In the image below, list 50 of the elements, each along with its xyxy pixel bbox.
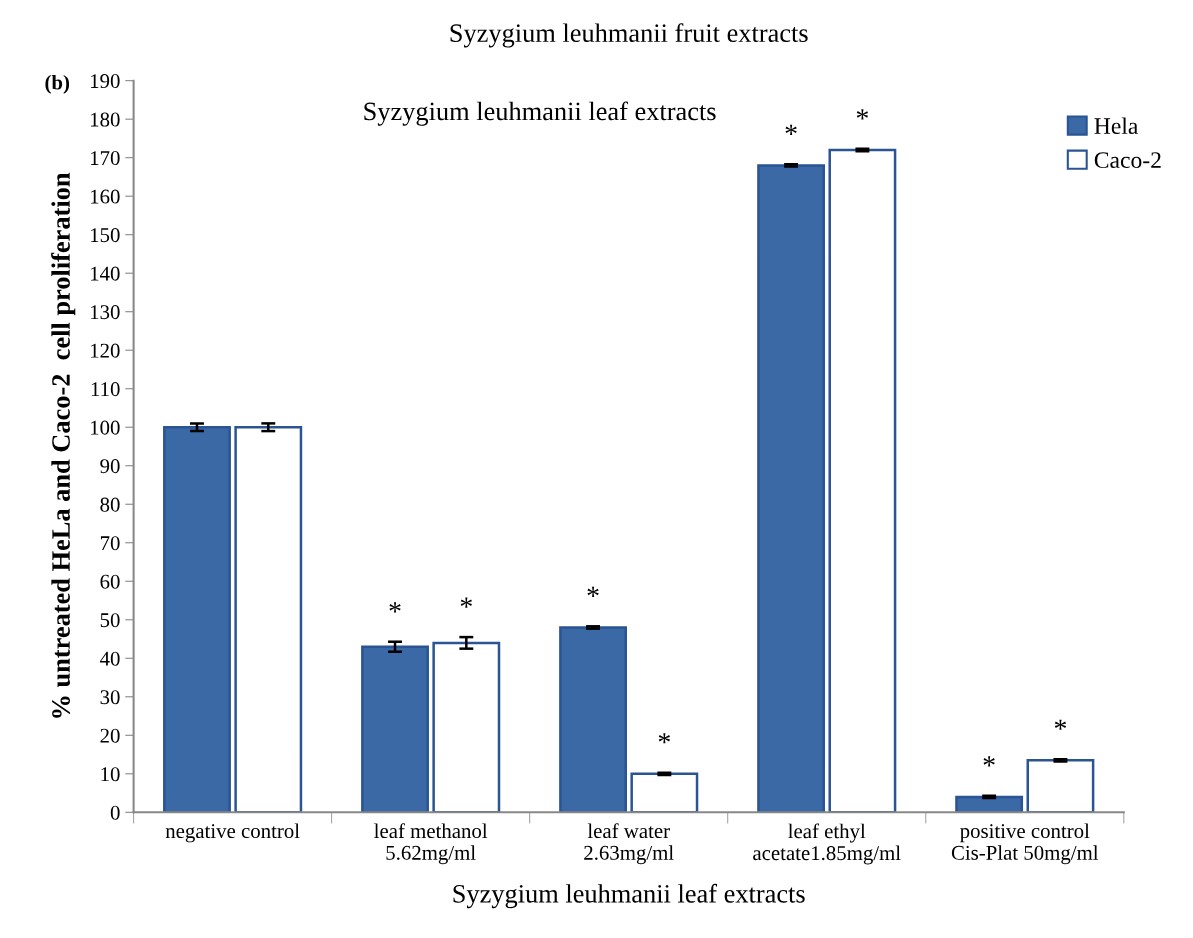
- data-label: *: [856, 109, 869, 120]
- y-tick-label: 20: [100, 728, 120, 743]
- y-tick-label: 150: [91, 228, 120, 243]
- data-label: *: [389, 602, 401, 613]
- y-tick-label: 180: [91, 112, 120, 127]
- data-label: *: [1054, 719, 1067, 730]
- data-label: *: [983, 756, 995, 767]
- y-tick-label: 50: [100, 613, 120, 628]
- text: (b): [45, 74, 70, 94]
- x-tick-label: leaf ethyl acetate1.85mg/ml: [753, 823, 901, 865]
- y-tick-label: 60: [100, 574, 120, 589]
- y-tick-label: 0: [110, 805, 120, 820]
- data-label: *: [785, 124, 797, 135]
- y-tick-label: 10: [101, 767, 120, 782]
- y-tick-label: 120: [91, 343, 120, 358]
- x-axis-title: Syzygium leuhmanii leaf extracts: [453, 883, 805, 909]
- x-tick-label: positive control Cis-Plat 50mg/ml: [951, 823, 1099, 865]
- y-tick-label: 170: [91, 151, 120, 166]
- y-tick-label: 110: [91, 382, 120, 397]
- bar: [828, 148, 897, 813]
- y-tick-label: 130: [91, 305, 120, 320]
- bar: [955, 795, 1024, 813]
- y-axis-title: % untreated HeLa and Caco-2 cell proliferation: [51, 172, 76, 718]
- y-tick-label: 30: [100, 690, 120, 705]
- y-tick-label: 160: [91, 189, 120, 204]
- legend-label: Caco-2: [1094, 152, 1161, 169]
- bar: [432, 641, 501, 813]
- y-tick-label: 70: [100, 536, 120, 551]
- y-tick-label: 40: [100, 651, 120, 666]
- data-label: *: [460, 597, 472, 608]
- bar: [163, 425, 231, 813]
- data-label: *: [658, 733, 670, 744]
- chart-title: Syzygium leuhmanii fruit extracts: [450, 23, 808, 48]
- data-label: *: [587, 586, 599, 597]
- bar: [630, 772, 699, 813]
- legend-label: Hela: [1094, 117, 1139, 135]
- y-tick-label: 190: [91, 74, 120, 89]
- bar: [559, 626, 627, 813]
- bar: [234, 425, 303, 813]
- x-tick-label: negative control: [165, 823, 300, 843]
- annotation: Syzygium leuhmanii leaf extracts: [364, 101, 716, 126]
- y-tick-label: 80: [100, 497, 120, 512]
- bar: [1026, 759, 1095, 813]
- bar: [757, 164, 826, 813]
- bar: [361, 645, 429, 813]
- y-tick-label: 90: [100, 459, 120, 474]
- y-tick-label: 140: [91, 266, 120, 281]
- x-tick-label: leaf methanol 5.62mg/ml: [374, 823, 488, 865]
- y-tick-label: 100: [91, 420, 120, 435]
- x-tick-label: leaf water 2.63mg/ml: [584, 823, 674, 865]
